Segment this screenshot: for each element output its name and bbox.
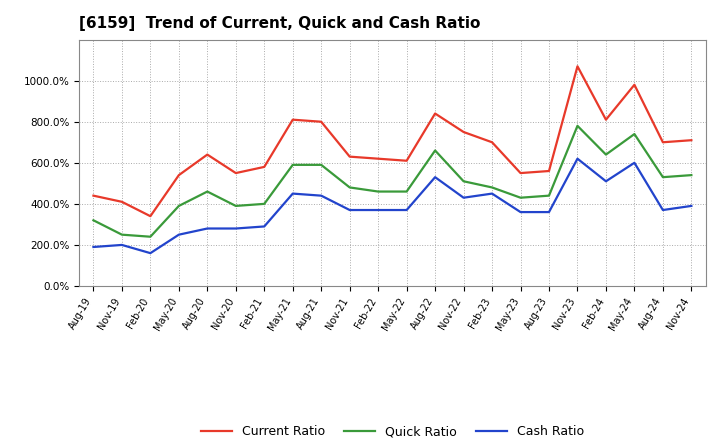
Cash Ratio xyxy=(545,209,554,215)
Quick Ratio xyxy=(203,189,212,194)
Quick Ratio xyxy=(545,193,554,198)
Cash Ratio xyxy=(573,156,582,161)
Cash Ratio xyxy=(89,244,98,249)
Current Ratio xyxy=(89,193,98,198)
Cash Ratio xyxy=(260,224,269,229)
Current Ratio xyxy=(146,213,155,219)
Current Ratio xyxy=(203,152,212,157)
Quick Ratio xyxy=(374,189,382,194)
Current Ratio xyxy=(289,117,297,122)
Quick Ratio xyxy=(346,185,354,190)
Cash Ratio xyxy=(516,209,525,215)
Quick Ratio xyxy=(146,234,155,239)
Cash Ratio xyxy=(174,232,183,237)
Quick Ratio xyxy=(317,162,325,168)
Current Ratio xyxy=(402,158,411,163)
Quick Ratio xyxy=(659,175,667,180)
Text: [6159]  Trend of Current, Quick and Cash Ratio: [6159] Trend of Current, Quick and Cash … xyxy=(79,16,480,32)
Legend: Current Ratio, Quick Ratio, Cash Ratio: Current Ratio, Quick Ratio, Cash Ratio xyxy=(196,420,589,440)
Current Ratio xyxy=(516,170,525,176)
Cash Ratio xyxy=(232,226,240,231)
Quick Ratio xyxy=(687,172,696,178)
Current Ratio xyxy=(117,199,126,205)
Quick Ratio xyxy=(630,132,639,137)
Quick Ratio xyxy=(289,162,297,168)
Cash Ratio xyxy=(687,203,696,209)
Cash Ratio xyxy=(487,191,496,196)
Quick Ratio xyxy=(459,179,468,184)
Current Ratio xyxy=(232,170,240,176)
Current Ratio xyxy=(374,156,382,161)
Quick Ratio xyxy=(602,152,611,157)
Cash Ratio xyxy=(346,207,354,213)
Quick Ratio xyxy=(174,203,183,209)
Quick Ratio xyxy=(89,218,98,223)
Current Ratio xyxy=(459,129,468,135)
Quick Ratio xyxy=(232,203,240,209)
Cash Ratio xyxy=(602,179,611,184)
Current Ratio xyxy=(659,139,667,145)
Current Ratio xyxy=(630,82,639,88)
Cash Ratio xyxy=(203,226,212,231)
Quick Ratio xyxy=(516,195,525,200)
Cash Ratio xyxy=(317,193,325,198)
Current Ratio xyxy=(602,117,611,122)
Current Ratio xyxy=(174,172,183,178)
Quick Ratio xyxy=(260,201,269,206)
Line: Current Ratio: Current Ratio xyxy=(94,66,691,216)
Quick Ratio xyxy=(402,189,411,194)
Current Ratio xyxy=(317,119,325,125)
Quick Ratio xyxy=(431,148,439,153)
Quick Ratio xyxy=(117,232,126,237)
Current Ratio xyxy=(346,154,354,159)
Cash Ratio xyxy=(431,175,439,180)
Current Ratio xyxy=(545,169,554,174)
Cash Ratio xyxy=(630,160,639,165)
Cash Ratio xyxy=(374,207,382,213)
Cash Ratio xyxy=(146,250,155,256)
Cash Ratio xyxy=(402,207,411,213)
Current Ratio xyxy=(260,164,269,169)
Cash Ratio xyxy=(459,195,468,200)
Current Ratio xyxy=(687,138,696,143)
Line: Cash Ratio: Cash Ratio xyxy=(94,159,691,253)
Current Ratio xyxy=(573,64,582,69)
Current Ratio xyxy=(487,139,496,145)
Quick Ratio xyxy=(573,123,582,128)
Cash Ratio xyxy=(659,207,667,213)
Cash Ratio xyxy=(117,242,126,248)
Quick Ratio xyxy=(487,185,496,190)
Current Ratio xyxy=(431,111,439,116)
Cash Ratio xyxy=(289,191,297,196)
Line: Quick Ratio: Quick Ratio xyxy=(94,126,691,237)
